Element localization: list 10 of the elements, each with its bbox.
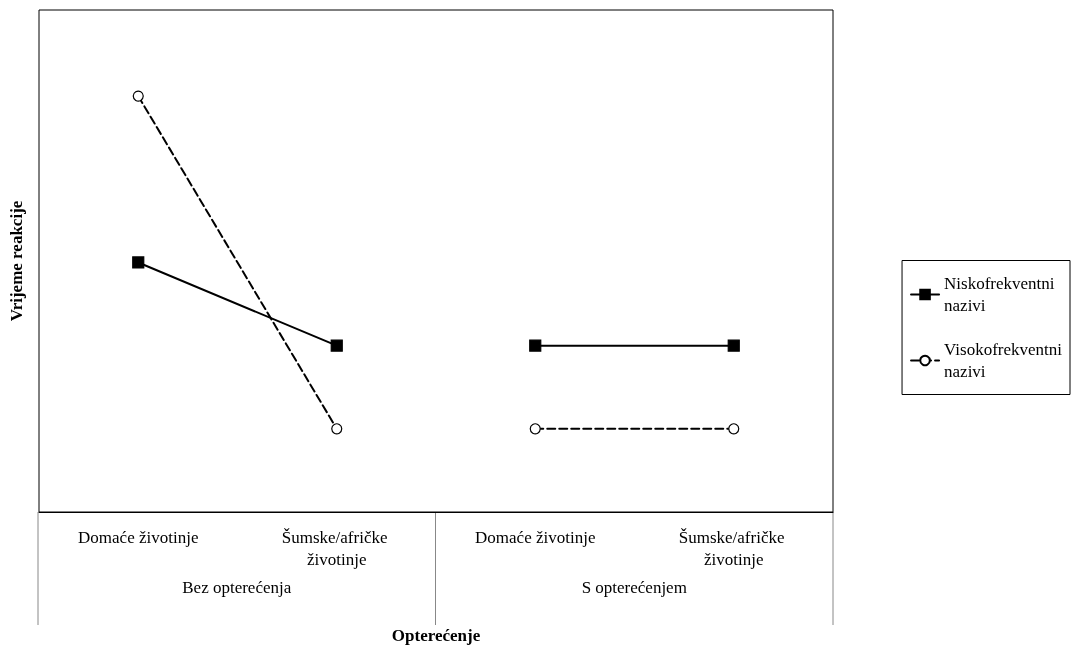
legend-label: Visokofrekventni nazivi <box>944 340 1063 381</box>
x-axis-title: Opterećenje <box>391 626 481 645</box>
legend-label: Niskofrekventni nazivi <box>944 274 1055 315</box>
y-axis-title: Vrijeme reakcije <box>7 200 26 322</box>
x-tick-label: Domaće životinje <box>475 527 596 547</box>
x-tick-label: Šumske/afričke životinje <box>281 527 392 569</box>
text: S opterećenjem <box>581 577 687 597</box>
text: Bez opterećenja <box>182 577 292 597</box>
x-tick-label: Domaće životinje <box>78 527 199 547</box>
x-tick-label: Šumske/afričke životinje <box>678 527 789 569</box>
